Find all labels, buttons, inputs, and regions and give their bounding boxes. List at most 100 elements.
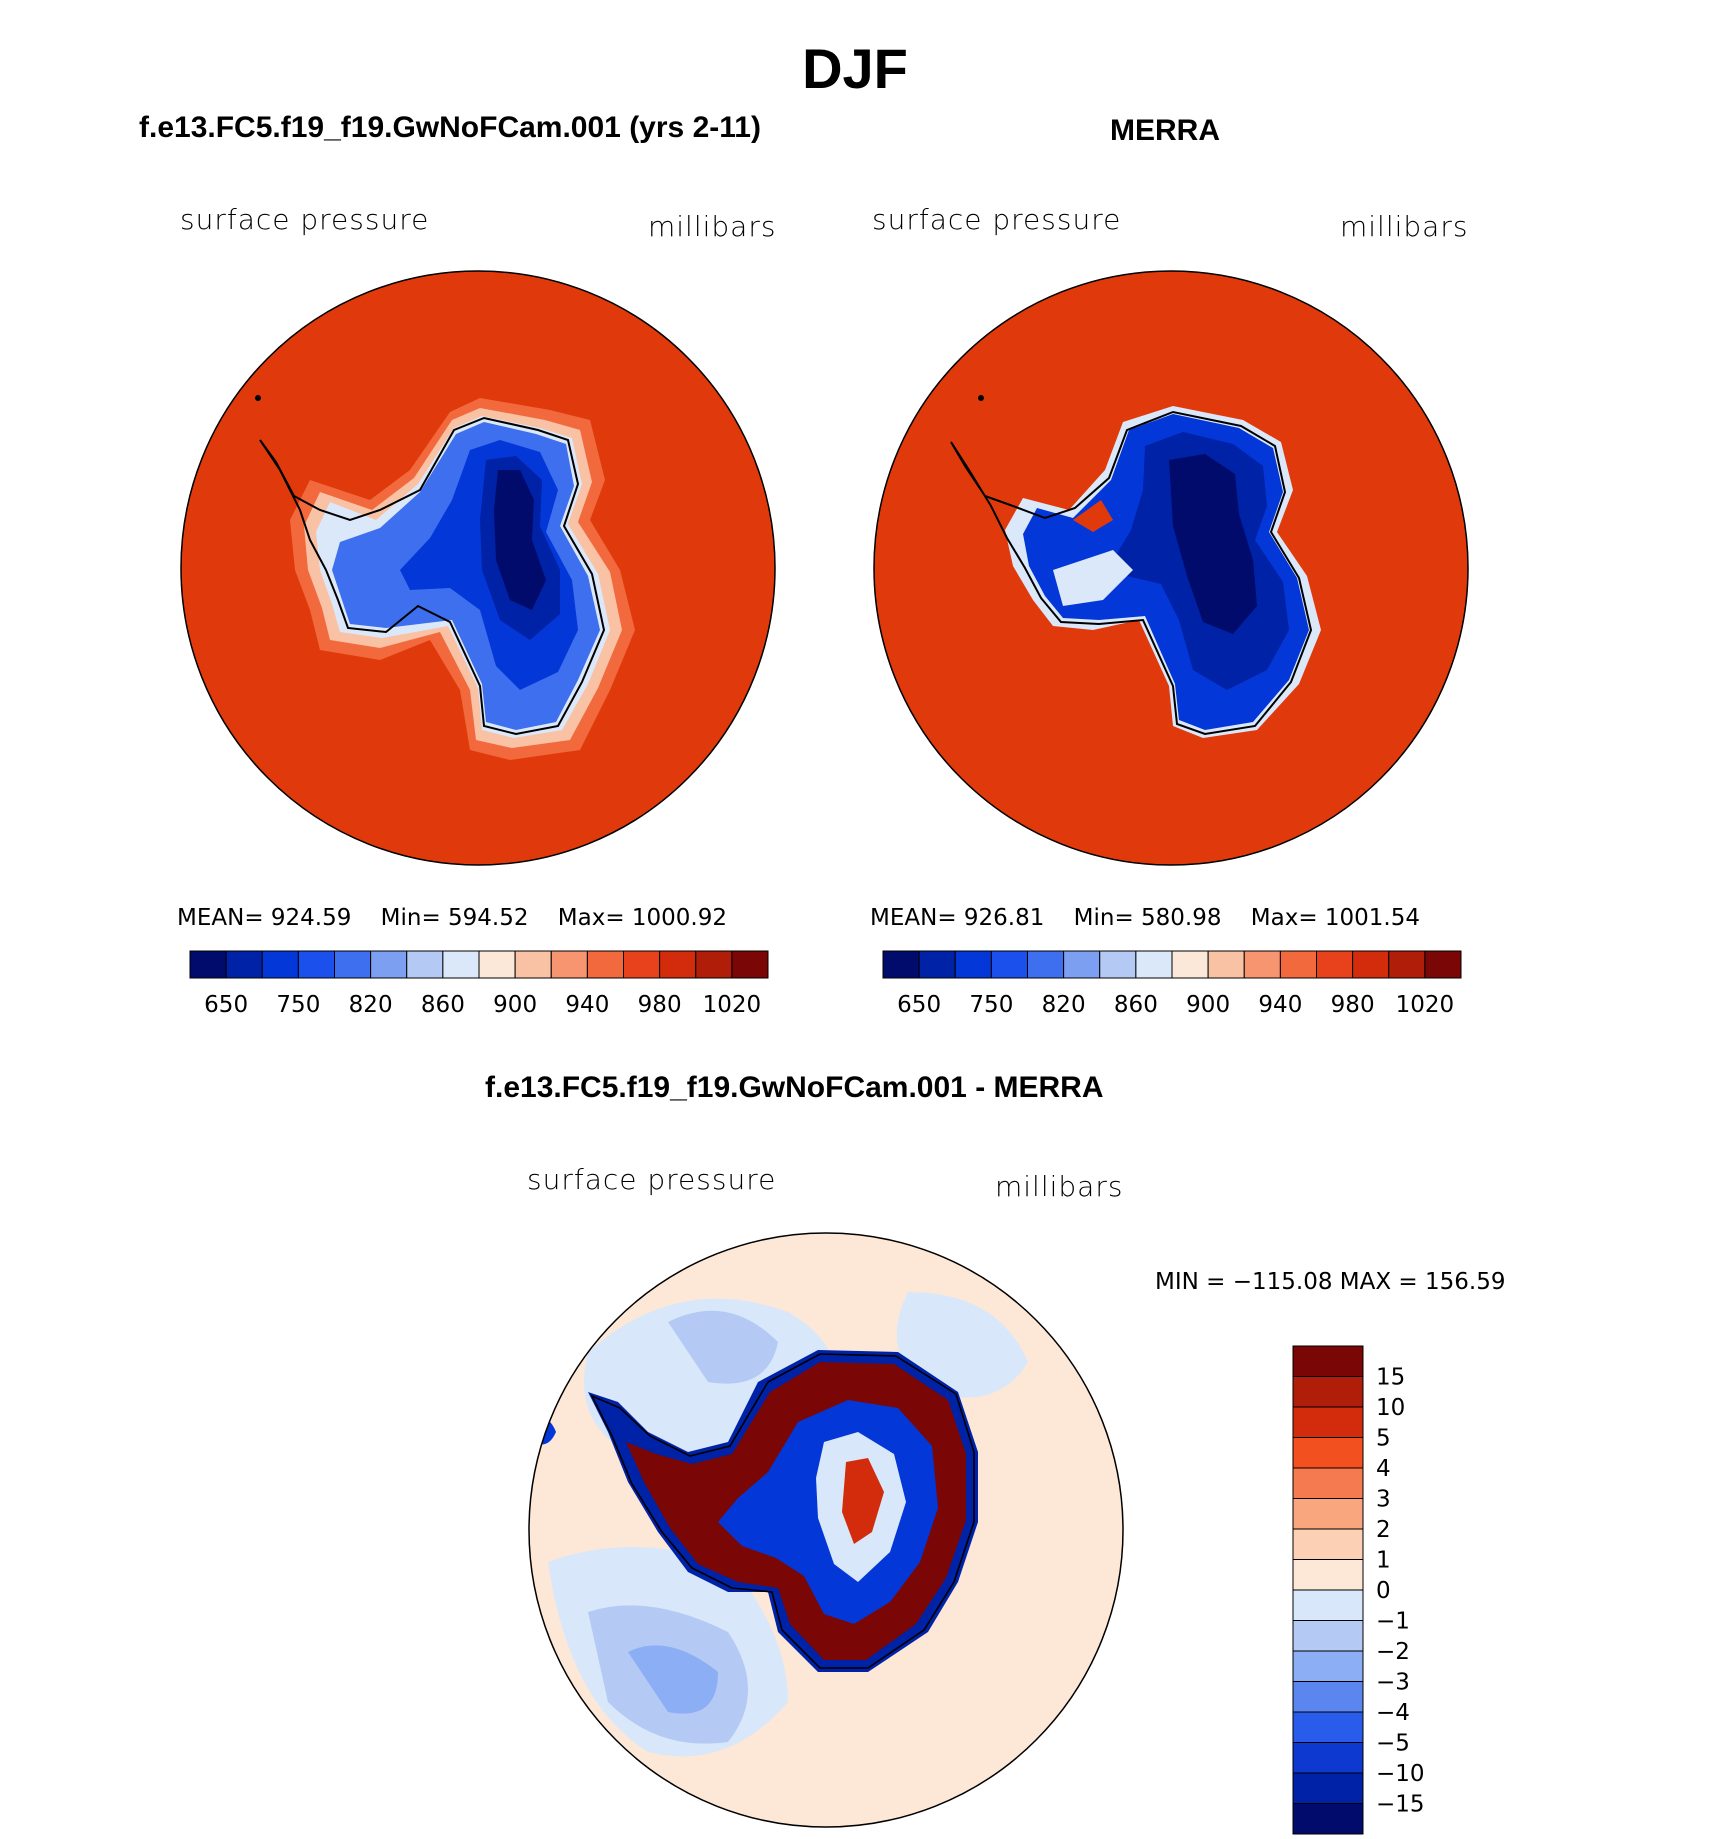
colorbar-tick-label: 1020 [1396, 992, 1455, 1018]
colorbar-swatch [659, 950, 697, 979]
colorbar-tick-label: 3 [1376, 1487, 1391, 1513]
colorbar-tick-label: 10 [1376, 1395, 1405, 1421]
obs-colorbar-ticks: 650 750 820 860 900 940 980 1020 [897, 992, 1455, 1018]
colorbar-tick-label: 750 [969, 992, 1013, 1018]
colorbar-tick-label: 820 [349, 992, 393, 1018]
colorbar-swatch [442, 950, 480, 979]
colorbar-tick-label: −1 [1376, 1609, 1410, 1635]
neg-anomaly-2 [896, 1292, 1028, 1398]
colorbar-swatch [1292, 1620, 1364, 1652]
colorbar-swatch [1316, 950, 1354, 979]
obs-polar-map [873, 270, 1469, 866]
colorbar-tick-label: −5 [1376, 1731, 1410, 1757]
model-panel-title: f.e13.FC5.f19_f19.GwNoFCam.001 (yrs 2-11… [139, 111, 761, 144]
map-boundary [180, 270, 776, 866]
colorbar-swatch [1292, 1589, 1364, 1621]
colorbar-tick-label: −3 [1376, 1670, 1410, 1696]
diff-polar-map [528, 1232, 1124, 1828]
colorbar-tick-label: 2 [1376, 1517, 1391, 1543]
colorbar-tick-label: 15 [1376, 1365, 1405, 1391]
colorbar-swatch [1388, 950, 1426, 979]
model-max: Max= 1000.92 [557, 905, 728, 931]
colorbar-swatch [334, 950, 372, 979]
map-boundary [873, 270, 1469, 866]
colorbar-tick-label: 980 [1331, 992, 1375, 1018]
obs-panel-title: MERRA [1110, 114, 1220, 147]
colorbar-tick-label: 1020 [703, 992, 762, 1018]
colorbar-tick-label: 1 [1376, 1548, 1391, 1574]
colorbar-swatch [1063, 950, 1101, 979]
diff-variable-label: surface pressure [527, 1163, 777, 1196]
colorbar-swatch [1292, 1467, 1364, 1499]
colorbar-swatch [370, 950, 408, 979]
obs-min: Min= 580.98 [1073, 905, 1222, 931]
colorbar-swatch [1292, 1528, 1364, 1560]
colorbar-tick-label: 820 [1042, 992, 1086, 1018]
obs-mean: MEAN= 926.81 [870, 905, 1045, 931]
model-colorbar-ticks: 650 750 820 860 900 940 980 1020 [204, 992, 762, 1018]
colorbar-swatch [1292, 1742, 1364, 1774]
colorbar-swatch [990, 950, 1028, 979]
colorbar-swatch [1292, 1803, 1364, 1835]
colorbar-swatch [1424, 950, 1462, 979]
colorbar-swatch [1292, 1437, 1364, 1469]
diff-units-label: millibars [995, 1170, 1124, 1203]
colorbar-tick-label: 980 [638, 992, 682, 1018]
map-boundary [528, 1232, 1124, 1828]
ross-shelf [1053, 550, 1133, 606]
island-marker [978, 395, 984, 401]
peninsula-gap [1073, 500, 1113, 532]
colorbar-swatch [189, 950, 227, 979]
ice-plateau [494, 470, 546, 610]
colorbar-tick-label: 650 [897, 992, 941, 1018]
model-polar-map [180, 270, 776, 866]
colorbar-tick-label: 5 [1376, 1426, 1391, 1452]
colorbar-swatch [297, 950, 335, 979]
colorbar-swatch [623, 950, 661, 979]
colorbar-swatch [586, 950, 624, 979]
colorbar-swatch [514, 950, 552, 979]
obs-units-label: millibars [1340, 210, 1469, 243]
colorbar-swatch [1207, 950, 1245, 979]
diff-minmax: MIN = −115.08 MAX = 156.59 [1155, 1269, 1506, 1295]
colorbar-swatch [1292, 1650, 1364, 1682]
colorbar-tick-label: −2 [1376, 1639, 1410, 1665]
obs-colorbar [882, 950, 1462, 979]
colorbar-swatch [1279, 950, 1317, 979]
obs-stats: MEAN= 926.81 Min= 580.98 Max= 1001.54 [870, 905, 1420, 931]
colorbar-swatch [225, 950, 263, 979]
figure-title: DJF [802, 37, 908, 100]
colorbar-tick-label: 650 [204, 992, 248, 1018]
colorbar-swatch [1171, 950, 1209, 979]
colorbar-swatch [1292, 1498, 1364, 1530]
colorbar-swatch [1292, 1376, 1364, 1408]
model-stats: MEAN= 924.59 Min= 594.52 Max= 1000.92 [177, 905, 727, 931]
model-min: Min= 594.52 [380, 905, 529, 931]
colorbar-swatch [1099, 950, 1137, 979]
ice-plateau [1169, 454, 1257, 634]
colorbar-tick-label: 860 [421, 992, 465, 1018]
colorbar-swatch [1135, 950, 1173, 979]
colorbar-tick-label: −15 [1376, 1792, 1425, 1818]
colorbar-swatch [1292, 1681, 1364, 1713]
model-mean: MEAN= 924.59 [177, 905, 352, 931]
coastline [950, 410, 1313, 736]
colorbar-tick-label: 940 [565, 992, 609, 1018]
colorbar-swatch [1292, 1711, 1364, 1743]
island-marker [255, 395, 261, 401]
colorbar-swatch [1292, 1406, 1364, 1438]
colorbar-swatch [731, 950, 769, 979]
model-units-label: millibars [648, 210, 777, 243]
colorbar-tick-label: 940 [1258, 992, 1302, 1018]
coastline [590, 1353, 975, 1669]
colorbar-tick-label: 900 [1186, 992, 1230, 1018]
colorbar-swatch [1292, 1345, 1364, 1377]
obs-max: Max= 1001.54 [1250, 905, 1421, 931]
model-colorbar [189, 950, 769, 979]
model-variable-label: surface pressure [180, 203, 430, 236]
colorbar-swatch [261, 950, 299, 979]
colorbar-swatch [1027, 950, 1065, 979]
neg-anomaly-5 [628, 1645, 718, 1714]
interior-pos [842, 1458, 884, 1544]
